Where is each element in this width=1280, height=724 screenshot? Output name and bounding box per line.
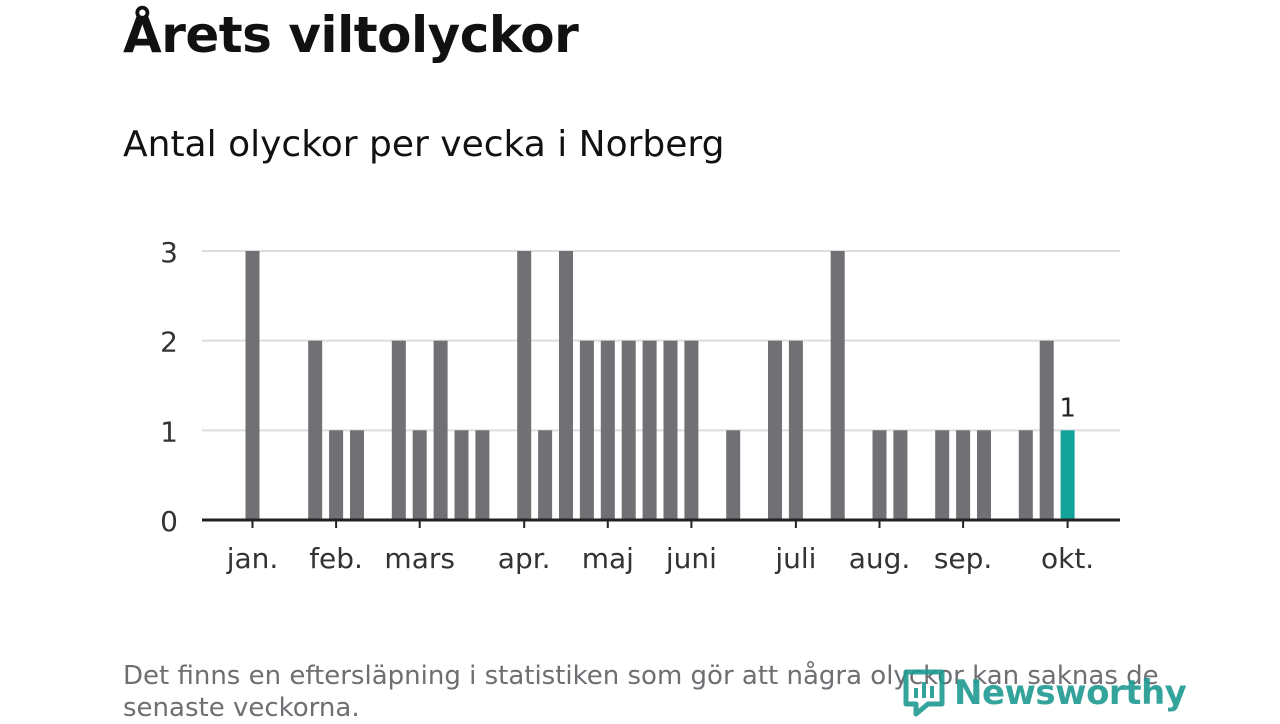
- bar: [621, 340, 636, 520]
- x-tick-label: apr.: [498, 542, 551, 575]
- bar: [830, 251, 845, 520]
- footnote: Det finns en eftersläpning i statistiken…: [123, 661, 1159, 723]
- bar: [475, 430, 490, 520]
- bar: [642, 340, 657, 520]
- bar: [768, 340, 782, 520]
- y-tick-label: 2: [160, 326, 178, 359]
- bar: [517, 251, 532, 520]
- bar: [391, 340, 406, 520]
- bar: [245, 251, 260, 520]
- bar: [329, 430, 344, 520]
- bar: [1018, 430, 1033, 520]
- x-tick-label: feb.: [309, 542, 363, 575]
- bar: [412, 430, 427, 520]
- bar: [433, 340, 448, 520]
- bar: [559, 251, 573, 520]
- newsworthy-logo-text: Newsworthy: [954, 673, 1187, 713]
- bar: [600, 340, 615, 520]
- y-tick-label: 1: [160, 415, 178, 448]
- bar: [977, 430, 991, 520]
- labels: 0 1 2 3 1 jan. feb. mars apr. maj juni juli aug. sep.…: [160, 236, 1094, 575]
- bars: [245, 251, 1075, 520]
- bar: [663, 340, 678, 520]
- bar: [579, 340, 594, 520]
- bar: [454, 430, 469, 520]
- x-tick-label: juli: [774, 542, 816, 575]
- bar: [350, 430, 364, 520]
- bar: [893, 430, 908, 520]
- x-tick-label: jan.: [226, 542, 279, 575]
- x-tick-label: maj: [582, 542, 634, 575]
- bar: [872, 430, 887, 520]
- bar-chart: 0 1 2 3 1 jan. feb. mars apr. maj juni juli aug. sep.…: [160, 236, 1120, 575]
- x-tick-label: juni: [665, 542, 717, 575]
- x-tick-label: aug.: [849, 542, 911, 575]
- bar: [308, 340, 323, 520]
- bar: [788, 340, 803, 520]
- chart-subtitle: Antal olyckor per vecka i Norberg: [123, 124, 725, 165]
- bar: [1039, 340, 1054, 520]
- bar: [956, 430, 971, 520]
- bar: [538, 430, 553, 520]
- bar: [935, 430, 950, 520]
- x-tick-label: mars: [384, 542, 455, 575]
- bar-highlight: [1060, 430, 1075, 520]
- x-axis: [202, 518, 1120, 528]
- bar: [684, 340, 699, 520]
- highlight-data-label: 1: [1059, 393, 1076, 423]
- x-tick-label: okt.: [1041, 542, 1094, 575]
- grid-lines: [202, 250, 1120, 432]
- newsworthy-logo: Newsworthy: [902, 668, 1187, 718]
- x-tick-label: sep.: [934, 542, 993, 575]
- y-tick-label: 0: [160, 505, 178, 538]
- newsworthy-logo-icon: [903, 669, 945, 717]
- chart-title: Årets viltolyckor: [123, 6, 579, 64]
- y-tick-label: 3: [160, 236, 178, 269]
- bar: [726, 430, 741, 520]
